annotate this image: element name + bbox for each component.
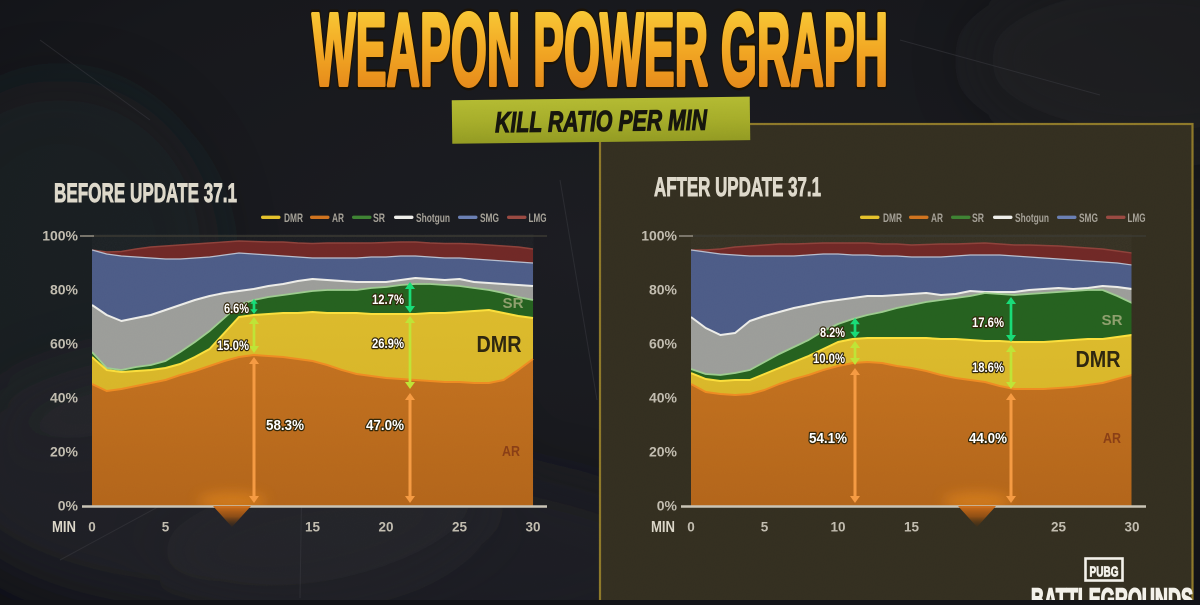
svg-text:15: 15 (305, 520, 321, 535)
svg-text:15.0%: 15.0% (217, 337, 249, 353)
svg-text:26.9%: 26.9% (372, 335, 404, 351)
svg-text:DMR: DMR (1076, 346, 1121, 372)
svg-text:WEAPON POWER GRAPH: WEAPON POWER GRAPH (312, 0, 888, 107)
svg-text:SR: SR (972, 213, 985, 225)
svg-text:40%: 40% (50, 390, 79, 406)
svg-text:MIN: MIN (651, 519, 675, 536)
svg-text:25: 25 (452, 520, 468, 535)
svg-text:60%: 60% (50, 336, 79, 352)
svg-text:17.6%: 17.6% (972, 314, 1004, 330)
svg-text:SMG: SMG (480, 213, 499, 225)
svg-text:SMG: SMG (1079, 213, 1098, 225)
svg-text:0: 0 (687, 520, 695, 535)
svg-text:20: 20 (378, 520, 393, 535)
svg-text:40%: 40% (649, 390, 678, 406)
svg-text:0: 0 (88, 520, 96, 535)
svg-text:58.3%: 58.3% (266, 417, 304, 434)
svg-text:PUBG: PUBG (1090, 564, 1119, 581)
svg-text:AR: AR (332, 213, 344, 225)
svg-text:AR: AR (931, 213, 943, 225)
svg-text:25: 25 (1051, 520, 1067, 535)
svg-text:47.0%: 47.0% (366, 417, 404, 434)
svg-text:100%: 100% (641, 228, 677, 244)
svg-text:30: 30 (525, 520, 540, 535)
svg-text:DMR: DMR (284, 213, 303, 225)
svg-text:SR: SR (1102, 312, 1123, 329)
svg-text:20%: 20% (50, 444, 79, 460)
svg-text:AFTER UPDATE 37.1: AFTER UPDATE 37.1 (654, 172, 821, 202)
svg-text:20%: 20% (649, 444, 678, 460)
svg-text:Shotgun: Shotgun (1015, 213, 1049, 225)
svg-text:MIN: MIN (52, 519, 76, 536)
svg-text:5: 5 (761, 520, 769, 535)
svg-text:LMG: LMG (529, 213, 547, 225)
svg-text:DMR: DMR (477, 331, 522, 357)
svg-text:WEAPON POWER GRAPH: WEAPON POWER GRAPH (312, 0, 888, 107)
svg-text:100%: 100% (42, 228, 78, 244)
svg-text:BEFORE UPDATE 37.1: BEFORE UPDATE 37.1 (54, 178, 237, 208)
svg-text:0%: 0% (58, 498, 79, 514)
svg-text:8.2%: 8.2% (820, 324, 845, 340)
svg-text:10.0%: 10.0% (813, 350, 845, 366)
svg-text:30: 30 (1124, 520, 1139, 535)
svg-text:12.7%: 12.7% (372, 291, 404, 307)
svg-text:SR: SR (373, 213, 386, 225)
svg-text:80%: 80% (649, 282, 678, 298)
svg-text:60%: 60% (649, 336, 678, 352)
svg-text:AR: AR (1103, 430, 1121, 447)
svg-text:6.6%: 6.6% (224, 300, 249, 316)
svg-text:0%: 0% (657, 498, 678, 514)
svg-text:AR: AR (502, 443, 520, 460)
svg-text:DMR: DMR (883, 213, 902, 225)
svg-text:LMG: LMG (1128, 213, 1146, 225)
svg-text:SR: SR (503, 295, 524, 312)
svg-text:54.1%: 54.1% (809, 430, 847, 447)
svg-text:44.0%: 44.0% (969, 430, 1007, 447)
svg-text:80%: 80% (50, 282, 79, 298)
svg-text:18.6%: 18.6% (972, 359, 1004, 375)
svg-text:5: 5 (162, 520, 170, 535)
svg-text:Shotgun: Shotgun (416, 213, 450, 225)
svg-text:10: 10 (830, 520, 845, 535)
svg-text:15: 15 (904, 520, 920, 535)
svg-text:BATTLEGROUNDS: BATTLEGROUNDS (1031, 583, 1193, 600)
